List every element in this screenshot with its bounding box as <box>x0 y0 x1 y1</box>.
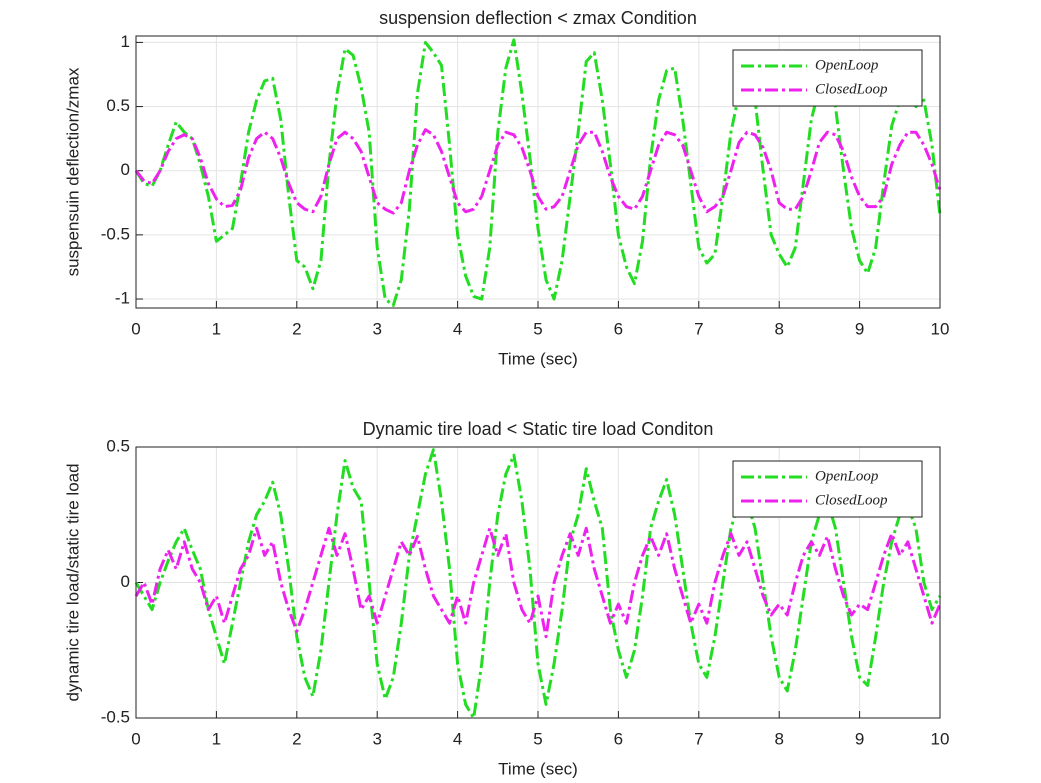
legend-box <box>732 460 923 518</box>
y-tick-label: 1 <box>121 32 130 51</box>
x-tick-label: 8 <box>774 319 783 338</box>
series-line <box>134 526 942 639</box>
legend-label: OpenLoop <box>815 468 879 484</box>
series-line <box>134 448 942 720</box>
x-tick-label: 10 <box>931 319 950 338</box>
x-tick-label: 5 <box>533 729 542 748</box>
x-tick-label: 3 <box>372 729 381 748</box>
y-axis-label: suspensuin deflection/zmax <box>63 67 82 276</box>
y-tick-label: -1 <box>115 289 130 308</box>
subplot: 0 1 2 3 4 5 6 7 8 9 10 -1 -0.5 0 0.5 1 suspension deflec… <box>63 8 949 369</box>
x-tick-label: 9 <box>855 319 864 338</box>
legend-label: OpenLoop <box>815 57 879 73</box>
y-tick-label: 0.5 <box>106 436 130 455</box>
x-tick-label: 4 <box>453 729 462 748</box>
x-tick-label: 3 <box>372 319 381 338</box>
y-tick-label: 0.5 <box>106 96 130 115</box>
legend: OpenLoop ClosedLoop <box>732 49 923 107</box>
x-tick-label: 2 <box>292 319 301 338</box>
y-tick-label: 0 <box>121 572 130 591</box>
y-tick-label: 0 <box>121 160 130 179</box>
x-tick-label: 6 <box>614 729 623 748</box>
axes-box <box>135 446 941 719</box>
x-tick-label: 0 <box>131 729 140 748</box>
legend: OpenLoop ClosedLoop <box>732 460 923 518</box>
y-tick-label: -0.5 <box>101 707 130 726</box>
x-tick-label: 0 <box>131 319 140 338</box>
legend-label: ClosedLoop <box>815 492 888 508</box>
x-tick-label: 6 <box>614 319 623 338</box>
chart-title: suspension deflection < zmax Condition <box>379 8 697 28</box>
x-tick-label: 9 <box>855 729 864 748</box>
series-line <box>134 38 942 307</box>
x-tick-label: 1 <box>212 319 221 338</box>
x-tick-label: 7 <box>694 319 703 338</box>
legend-label: ClosedLoop <box>815 81 888 97</box>
legend-box <box>732 49 923 107</box>
x-tick-label: 10 <box>931 729 950 748</box>
x-tick-label: 1 <box>212 729 221 748</box>
x-tick-label: 5 <box>533 319 542 338</box>
series-line <box>134 128 942 215</box>
x-axis-label: Time (sec) <box>498 759 578 778</box>
x-tick-label: 7 <box>694 729 703 748</box>
x-tick-label: 8 <box>774 729 783 748</box>
chart-title: Dynamic tire load < Static tire load Con… <box>363 419 714 439</box>
axes-box <box>135 35 941 309</box>
x-tick-label: 2 <box>292 729 301 748</box>
x-tick-label: 4 <box>453 319 462 338</box>
y-tick-label: -0.5 <box>101 224 130 243</box>
y-axis-label: dynamic tire load/static tire load <box>63 463 82 701</box>
x-axis-label: Time (sec) <box>498 349 578 368</box>
